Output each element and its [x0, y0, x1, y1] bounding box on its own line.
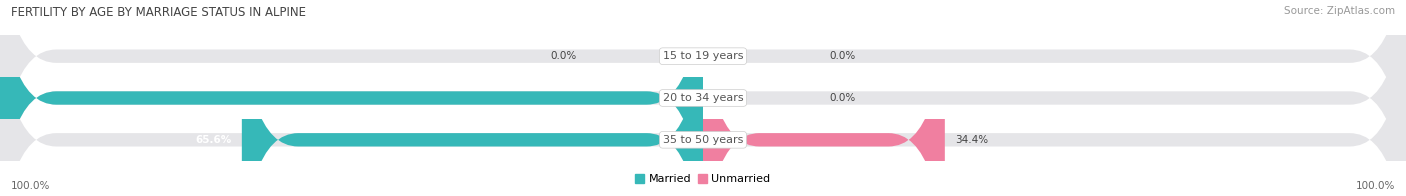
Text: 15 to 19 years: 15 to 19 years: [662, 51, 744, 61]
Text: 65.6%: 65.6%: [195, 135, 232, 145]
FancyBboxPatch shape: [242, 0, 703, 196]
Legend: Married, Unmarried: Married, Unmarried: [631, 169, 775, 189]
Text: 20 to 34 years: 20 to 34 years: [662, 93, 744, 103]
Text: 34.4%: 34.4%: [956, 135, 988, 145]
Text: FERTILITY BY AGE BY MARRIAGE STATUS IN ALPINE: FERTILITY BY AGE BY MARRIAGE STATUS IN A…: [11, 6, 307, 19]
Text: 100.0%: 100.0%: [1355, 181, 1395, 191]
Text: 100.0%: 100.0%: [11, 181, 51, 191]
Text: 35 to 50 years: 35 to 50 years: [662, 135, 744, 145]
Text: 0.0%: 0.0%: [830, 93, 856, 103]
Text: Source: ZipAtlas.com: Source: ZipAtlas.com: [1284, 6, 1395, 16]
FancyBboxPatch shape: [0, 0, 703, 196]
FancyBboxPatch shape: [703, 0, 945, 196]
Text: 0.0%: 0.0%: [830, 51, 856, 61]
Text: 0.0%: 0.0%: [550, 51, 576, 61]
